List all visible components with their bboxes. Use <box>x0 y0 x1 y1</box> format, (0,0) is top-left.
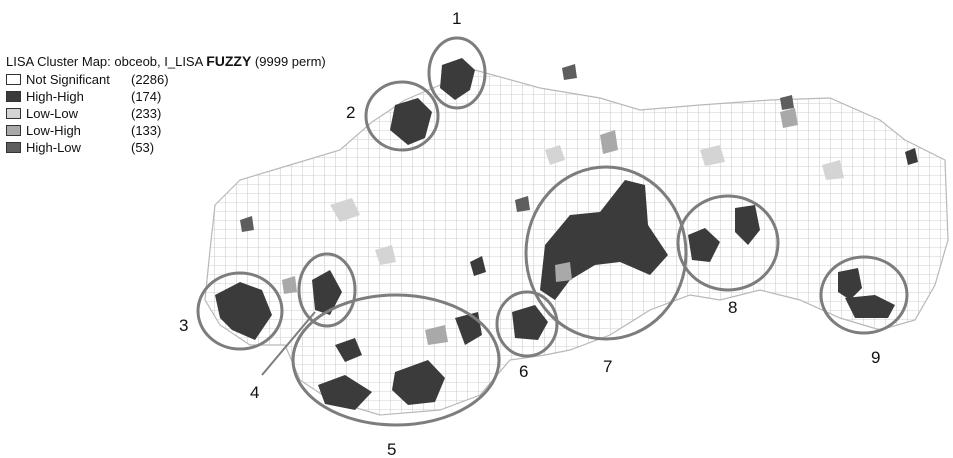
cluster-circle-1 <box>427 36 487 110</box>
cluster-circle-9 <box>819 255 909 335</box>
patch-low-high <box>600 130 618 154</box>
legend-title-prefix: LISA Cluster Map: obceob, I_LISA <box>6 54 203 69</box>
legend-item-label: Low-Low <box>26 105 79 121</box>
cluster-label-7: 7 <box>603 357 612 376</box>
cluster-labels: 1 2 3 4 5 6 7 8 9 <box>179 9 880 458</box>
legend-title-suffix: (9999 perm) <box>254 54 326 69</box>
cluster-circle-4 <box>297 252 357 328</box>
legend-swatch <box>6 91 21 102</box>
patch-low-low <box>700 145 725 166</box>
legend-title-method: FUZZY <box>206 53 252 69</box>
cluster-label-4: 4 <box>250 383 259 402</box>
patch-high-low <box>240 216 254 232</box>
legend-swatch <box>6 125 21 136</box>
cluster-circle-7 <box>524 165 688 341</box>
legend-item-label: Not Significant <box>26 71 110 87</box>
legend-item-high-high: High-High (174) <box>6 88 326 105</box>
patch-high-high <box>392 360 445 405</box>
label-4-pointer <box>261 311 316 376</box>
patch-high-high <box>470 256 486 276</box>
patch-high-high <box>735 205 760 245</box>
patch-high-high <box>512 305 548 340</box>
cluster-label-3: 3 <box>179 316 188 335</box>
cluster-patches <box>215 58 918 410</box>
cluster-circle-6 <box>495 290 559 358</box>
patch-high-high <box>845 295 895 318</box>
legend-item-label: High-High <box>26 88 84 104</box>
legend-item-high-low: High-Low (53) <box>6 139 326 156</box>
legend-item-label: Low-High <box>26 122 81 138</box>
legend-item-label: High-Low <box>26 139 81 155</box>
legend-item-count: (53) <box>131 139 155 155</box>
patch-low-low <box>375 245 396 265</box>
legend-item-count: (133) <box>131 122 162 138</box>
cluster-label-1: 1 <box>452 9 461 28</box>
cluster-circle-2 <box>364 80 440 152</box>
legend-item-count: (2286) <box>131 71 169 87</box>
legend-title: LISA Cluster Map: obceob, I_LISA FUZZY (… <box>6 52 326 71</box>
patch-low-high <box>555 262 572 282</box>
patch-low-high <box>282 276 297 294</box>
patch-high-high <box>905 148 918 165</box>
patch-high-high <box>390 98 432 145</box>
patch-high-low <box>515 196 530 212</box>
cluster-label-2: 2 <box>346 103 355 122</box>
patch-high-high <box>318 375 372 410</box>
legend-swatch <box>6 142 21 153</box>
patch-high-high <box>540 180 668 300</box>
patch-low-high <box>425 325 448 345</box>
cluster-circle-8 <box>676 194 780 292</box>
patch-high-high <box>215 282 272 340</box>
cluster-label-8: 8 <box>728 298 737 317</box>
legend-swatch <box>6 74 21 85</box>
map-legend: LISA Cluster Map: obceob, I_LISA FUZZY (… <box>6 52 326 156</box>
patch-high-low <box>780 95 794 110</box>
patch-high-high <box>335 338 362 362</box>
patch-high-high <box>688 228 720 262</box>
cluster-label-5: 5 <box>387 440 396 458</box>
legend-item-count: (174) <box>131 88 162 104</box>
legend-item-not-significant: Not Significant (2286) <box>6 71 326 88</box>
cluster-circle-5 <box>291 293 501 427</box>
patch-low-high <box>780 108 798 128</box>
cluster-circles <box>196 36 909 427</box>
legend-item-low-high: Low-High (133) <box>6 122 326 139</box>
patch-high-high <box>312 270 342 315</box>
cluster-circle-3 <box>196 271 284 351</box>
patch-high-low <box>562 64 577 80</box>
cluster-label-9: 9 <box>871 348 880 367</box>
patch-low-low <box>822 160 844 180</box>
legend-item-count: (233) <box>131 105 162 121</box>
patch-low-low <box>330 198 360 222</box>
patch-high-high <box>440 58 475 100</box>
legend-swatch <box>6 108 21 119</box>
patch-high-high <box>838 268 862 300</box>
patch-low-low <box>545 145 565 165</box>
cluster-label-6: 6 <box>519 362 528 381</box>
legend-item-low-low: Low-Low (233) <box>6 105 326 122</box>
